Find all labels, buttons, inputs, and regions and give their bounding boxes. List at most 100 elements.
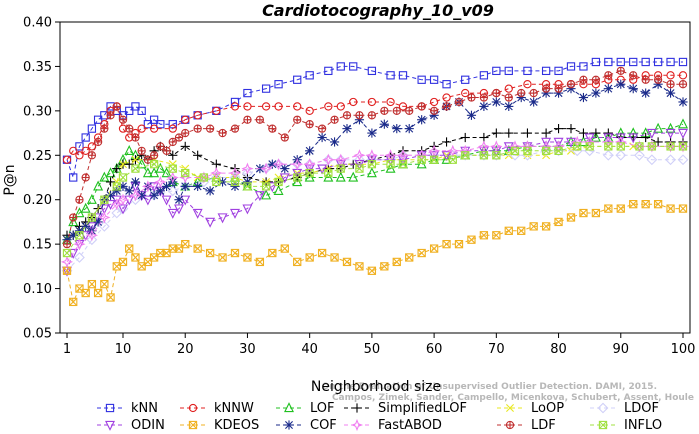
- data-point: [386, 71, 395, 80]
- data-point: [241, 162, 254, 175]
- data-point: [167, 208, 178, 219]
- data-point: [293, 257, 302, 267]
- data-point: [554, 217, 563, 227]
- legend-marker: [506, 404, 514, 412]
- data-point: [579, 62, 588, 71]
- data-point: [629, 57, 638, 67]
- chart-title: Cardiotocography_10_v09: [262, 1, 494, 20]
- y-tick-label: 0.15: [23, 238, 52, 253]
- data-point: [396, 149, 410, 162]
- data-point: [646, 128, 657, 139]
- data-point: [529, 97, 539, 107]
- legend-item-ldof: LDOF: [590, 401, 659, 416]
- data-point: [491, 128, 501, 138]
- data-point: [666, 80, 675, 89]
- data-point: [678, 97, 688, 107]
- legend-marker: [505, 420, 515, 430]
- data-point: [267, 159, 277, 169]
- x-tick-label: 90: [613, 342, 630, 357]
- data-point: [429, 244, 439, 253]
- data-point: [181, 115, 190, 124]
- data-point: [274, 80, 283, 89]
- series-line-inflo: [66, 145, 683, 254]
- data-point: [273, 184, 284, 195]
- data-point: [60, 255, 74, 269]
- data-point: [529, 222, 538, 231]
- data-point: [73, 238, 86, 251]
- data-point: [324, 66, 333, 76]
- data-point: [174, 195, 184, 205]
- data-point: [268, 248, 277, 258]
- data-point: [541, 146, 551, 155]
- data-point: [118, 115, 128, 124]
- data-point: [317, 164, 328, 175]
- data-point: [181, 128, 190, 138]
- data-point: [628, 133, 639, 144]
- y-tick-label: 0.20: [23, 193, 52, 208]
- data-point: [85, 229, 98, 242]
- data-point: [230, 208, 240, 219]
- data-point: [461, 88, 470, 98]
- legend-item-odin: ODIN: [97, 418, 165, 433]
- x-tick-label: 80: [550, 342, 567, 357]
- legend-marker: [597, 402, 609, 414]
- data-point: [349, 62, 358, 71]
- legend-item-lof: LOF: [276, 401, 335, 416]
- y-tick-label: 0.25: [23, 149, 52, 164]
- data-point: [566, 80, 576, 89]
- data-point: [161, 195, 172, 206]
- data-point: [604, 57, 613, 67]
- data-point: [429, 97, 439, 107]
- data-point: [429, 106, 439, 116]
- legend-marker: [598, 420, 608, 430]
- data-point: [366, 167, 377, 178]
- data-point: [441, 151, 452, 162]
- data-point: [324, 102, 333, 111]
- data-point: [68, 248, 79, 259]
- data-point: [578, 128, 589, 138]
- data-point: [479, 231, 489, 240]
- data-point: [367, 111, 377, 120]
- data-point: [367, 266, 377, 275]
- series-fastabod: [60, 135, 690, 269]
- data-point: [192, 208, 203, 219]
- data-point: [349, 97, 358, 107]
- data-point: [591, 57, 601, 67]
- data-point: [336, 164, 345, 173]
- data-point: [454, 239, 464, 249]
- data-point: [678, 118, 688, 129]
- data-point: [205, 124, 215, 133]
- data-point: [678, 71, 688, 80]
- data-point: [523, 80, 532, 89]
- data-point: [205, 248, 215, 258]
- data-point: [666, 204, 675, 213]
- data-point: [181, 168, 190, 178]
- data-point: [86, 193, 97, 204]
- data-point: [303, 158, 316, 171]
- data-point: [584, 133, 595, 144]
- data-point: [641, 75, 650, 84]
- data-point: [112, 102, 121, 111]
- data-point: [137, 190, 147, 200]
- data-point: [268, 124, 277, 133]
- data-point: [641, 200, 650, 209]
- data-point: [566, 62, 576, 71]
- data-point: [168, 120, 177, 129]
- data-point: [243, 182, 252, 191]
- data-point: [616, 142, 625, 151]
- data-point: [149, 115, 159, 124]
- data-point: [75, 195, 84, 204]
- data-point: [93, 217, 103, 227]
- data-point: [335, 171, 346, 182]
- data-point: [149, 151, 159, 160]
- data-point: [98, 211, 111, 224]
- data-point: [181, 239, 190, 249]
- data-point: [137, 106, 146, 116]
- data-point: [492, 231, 501, 240]
- data-point: [205, 186, 215, 196]
- data-point: [243, 102, 252, 111]
- data-point: [255, 257, 265, 267]
- data-point: [566, 124, 576, 134]
- data-point: [330, 253, 339, 262]
- legend-item-simplifiedlof: SimplifiedLOF: [344, 401, 467, 416]
